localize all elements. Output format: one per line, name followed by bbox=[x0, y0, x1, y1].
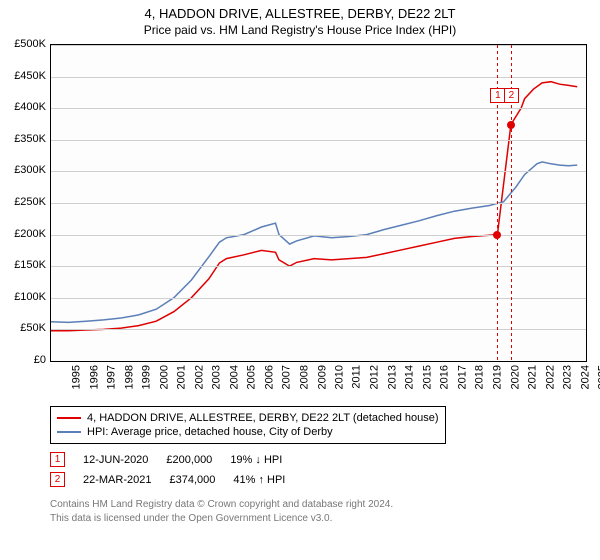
sale-marker-1: 1 bbox=[50, 452, 65, 467]
legend-row: HPI: Average price, detached house, City… bbox=[57, 425, 439, 439]
x-axis-label: 1996 bbox=[88, 365, 100, 389]
x-axis-label: 2001 bbox=[176, 365, 188, 389]
x-axis-label: 2010 bbox=[334, 365, 346, 389]
x-axis-label: 2002 bbox=[193, 365, 205, 389]
x-axis-label: 2017 bbox=[456, 365, 468, 389]
x-axis-label: 2016 bbox=[439, 365, 451, 389]
chart-title: 4, HADDON DRIVE, ALLESTREE, DERBY, DE22 … bbox=[0, 0, 600, 21]
y-axis-label: £200K bbox=[2, 228, 46, 240]
y-axis-label: £300K bbox=[2, 164, 46, 176]
sale-price-2: £374,000 bbox=[169, 474, 215, 486]
y-axis-label: £50K bbox=[2, 322, 46, 334]
legend-swatch-hpi bbox=[57, 431, 81, 433]
y-axis-label: £350K bbox=[2, 133, 46, 145]
sale-date-1: 12-JUN-2020 bbox=[83, 454, 148, 466]
x-axis-label: 2000 bbox=[158, 365, 170, 389]
x-axis-label: 1999 bbox=[141, 365, 153, 389]
y-axis-label: £150K bbox=[2, 259, 46, 271]
y-axis-label: £400K bbox=[2, 101, 46, 113]
chart-subtitle: Price paid vs. HM Land Registry's House … bbox=[0, 21, 600, 37]
sale-marker-dot bbox=[507, 121, 515, 129]
y-axis-label: £250K bbox=[2, 196, 46, 208]
sale-row-2: 2 22-MAR-2021 £374,000 41% ↑ HPI bbox=[50, 472, 285, 487]
x-axis-label: 2023 bbox=[562, 365, 574, 389]
x-axis-label: 2003 bbox=[211, 365, 223, 389]
sale-price-1: £200,000 bbox=[166, 454, 212, 466]
legend-swatch-property bbox=[57, 417, 81, 419]
x-axis-label: 2009 bbox=[316, 365, 328, 389]
sale-row-1: 1 12-JUN-2020 £200,000 19% ↓ HPI bbox=[50, 452, 282, 467]
x-axis-label: 2020 bbox=[509, 365, 521, 389]
x-axis-label: 2015 bbox=[421, 365, 433, 389]
x-axis-label: 2012 bbox=[369, 365, 381, 389]
y-axis-label: £0 bbox=[2, 354, 46, 366]
x-axis-label: 2022 bbox=[544, 365, 556, 389]
sale-delta-1: 19% ↓ HPI bbox=[230, 454, 282, 466]
footer: Contains HM Land Registry data © Crown c… bbox=[50, 498, 393, 525]
x-axis-label: 1995 bbox=[70, 365, 82, 389]
x-axis-label: 1997 bbox=[106, 365, 118, 389]
x-axis-label: 2019 bbox=[491, 365, 503, 389]
y-axis-label: £100K bbox=[2, 291, 46, 303]
legend-label-property: 4, HADDON DRIVE, ALLESTREE, DERBY, DE22 … bbox=[87, 412, 439, 424]
footer-line-2: This data is licensed under the Open Gov… bbox=[50, 512, 393, 526]
x-axis-label: 2013 bbox=[386, 365, 398, 389]
sale-marker-dot bbox=[493, 231, 501, 239]
sale-marker-box: 2 bbox=[504, 88, 519, 103]
x-axis-label: 2014 bbox=[404, 365, 416, 389]
x-axis-label: 2018 bbox=[474, 365, 486, 389]
x-axis-label: 2004 bbox=[228, 365, 240, 389]
sale-date-2: 22-MAR-2021 bbox=[83, 474, 151, 486]
sale-marker-2: 2 bbox=[50, 472, 65, 487]
y-axis-label: £450K bbox=[2, 70, 46, 82]
chart-container: 4, HADDON DRIVE, ALLESTREE, DERBY, DE22 … bbox=[0, 0, 600, 560]
sale-delta-2: 41% ↑ HPI bbox=[233, 474, 285, 486]
x-axis-label: 2021 bbox=[527, 365, 539, 389]
legend-row: 4, HADDON DRIVE, ALLESTREE, DERBY, DE22 … bbox=[57, 411, 439, 425]
x-axis-label: 2005 bbox=[246, 365, 258, 389]
legend: 4, HADDON DRIVE, ALLESTREE, DERBY, DE22 … bbox=[50, 406, 446, 444]
legend-label-hpi: HPI: Average price, detached house, City… bbox=[87, 426, 333, 438]
footer-line-1: Contains HM Land Registry data © Crown c… bbox=[50, 498, 393, 512]
x-axis-label: 2007 bbox=[281, 365, 293, 389]
x-axis-label: 1998 bbox=[123, 365, 135, 389]
x-axis-label: 2024 bbox=[579, 365, 591, 389]
y-axis-label: £500K bbox=[2, 38, 46, 50]
x-axis-label: 2006 bbox=[263, 365, 275, 389]
plot-area: 12 bbox=[50, 44, 587, 362]
x-axis-label: 2008 bbox=[299, 365, 311, 389]
x-axis-label: 2011 bbox=[350, 365, 362, 389]
